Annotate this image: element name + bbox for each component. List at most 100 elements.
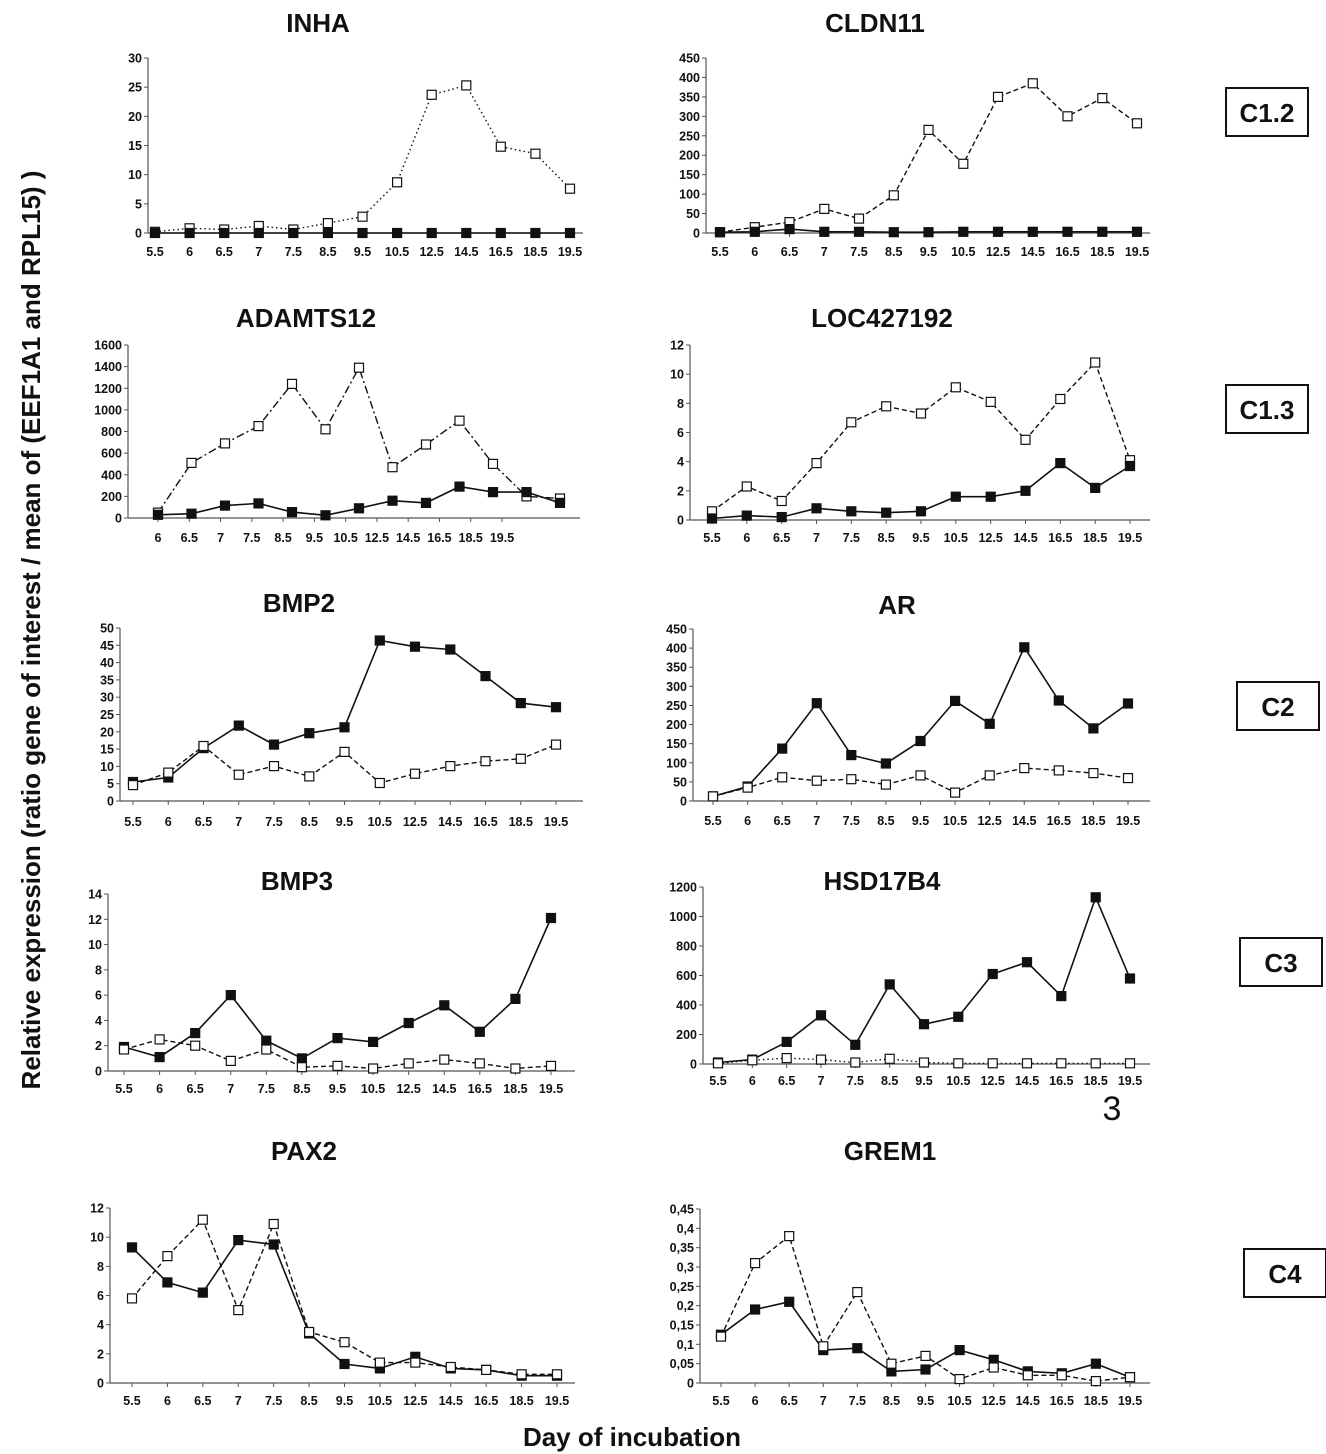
x-tick-label: 18.5 (509, 815, 533, 829)
chart-title: HSD17B4 (823, 866, 941, 896)
x-tick-label: 10.5 (368, 815, 392, 829)
group-label-box: C1.3 (1225, 384, 1309, 434)
data-point-filled (296, 1053, 307, 1064)
data-point-open (550, 739, 562, 750)
x-tick-label: 6 (743, 531, 750, 545)
group-label-text: C1.2 (1240, 98, 1295, 128)
data-point-open (515, 753, 526, 764)
x-tick-label: 19.5 (1118, 1394, 1142, 1408)
x-tick-label: 8.5 (881, 1074, 898, 1088)
x-tick-label: 16.5 (468, 1082, 492, 1096)
x-tick-label: 10.5 (368, 1394, 392, 1408)
data-point-open (374, 1357, 385, 1368)
data-point-open (1027, 78, 1038, 89)
data-point-open (988, 1362, 999, 1373)
x-tick-label: 6 (164, 1394, 171, 1408)
y-tick-label: 100 (679, 188, 700, 202)
data-point-filled (1021, 957, 1033, 968)
group-label-frame (1225, 384, 1309, 434)
chart-title: ADAMTS12 (236, 303, 376, 333)
data-point-filled (749, 226, 760, 237)
data-point-open (954, 1373, 965, 1385)
data-point-filled (184, 227, 195, 239)
data-point-open (984, 770, 995, 781)
data-point-filled (197, 1287, 208, 1298)
x-tick-label: 8.5 (885, 245, 902, 259)
data-point-filled (286, 507, 298, 518)
y-tick-label: 12 (90, 1202, 104, 1216)
data-point-open (368, 1063, 379, 1074)
data-point-filled (1053, 695, 1064, 706)
series (126, 1214, 563, 1380)
x-tick-label: 7.5 (843, 531, 860, 545)
data-point-open (268, 1218, 279, 1230)
y-tick-label: 4 (95, 1014, 102, 1028)
data-point-open (339, 746, 350, 758)
data-point-open (445, 1361, 456, 1373)
x-tick-label: 5.5 (123, 1394, 140, 1408)
data-point-filled (950, 491, 961, 502)
y-tick-label: 12 (88, 913, 102, 927)
series (715, 1230, 1136, 1387)
group-label-box: C2 (1236, 681, 1320, 731)
data-point-filled (219, 227, 230, 239)
y-tick-label: 50 (686, 207, 700, 221)
x-tick-label: 19.5 (1118, 531, 1142, 545)
data-point-filled (954, 1344, 965, 1356)
x-tick-label: 5.5 (703, 531, 720, 545)
data-point-open (1122, 772, 1134, 784)
x-tick-label: 10.5 (946, 1074, 970, 1088)
data-point-filled (984, 718, 995, 729)
y-tick-label: 30 (100, 691, 114, 705)
y-tick-label: 0 (677, 514, 684, 528)
x-tick-label: 16.5 (1047, 814, 1071, 828)
x-tick-label: 6.5 (781, 245, 798, 259)
data-point-filled (1056, 990, 1067, 1002)
data-point-open (987, 1058, 998, 1069)
x-tick-label: 14.5 (432, 1082, 456, 1096)
y-tick-label: 10 (100, 760, 114, 774)
x-tick-label: 10.5 (943, 814, 967, 828)
data-point-open (322, 218, 333, 229)
x-tick-label: 12.5 (981, 1394, 1005, 1408)
x-tick-label: 9.5 (920, 245, 937, 259)
y-tick-label: 600 (676, 969, 697, 983)
x-tick-label: 7.5 (847, 1074, 864, 1088)
x-tick-label: 8.5 (293, 1082, 310, 1096)
data-point-open (392, 177, 403, 188)
x-tick-label: 7 (818, 1074, 825, 1088)
chart-panel: HSD17B4 0 200 400 600 800 1000 1200 5.5 6 6.5 7 7.5 8… (669, 866, 1150, 1088)
x-tick-label: 7.5 (850, 245, 867, 259)
data-point-filled (186, 508, 197, 519)
y-tick-label: 50 (100, 622, 114, 636)
data-point-open (320, 424, 331, 435)
x-tick-label: 16.5 (1050, 1394, 1074, 1408)
data-point-filled (1088, 723, 1099, 734)
data-point-open (268, 760, 280, 772)
data-point-open (749, 1257, 761, 1269)
data-point-filled (1062, 226, 1073, 237)
data-point-filled (920, 1364, 931, 1375)
data-point-open (439, 1054, 450, 1065)
x-tick-label: 7 (217, 531, 224, 545)
data-point-filled (846, 749, 857, 761)
data-point-open (884, 1053, 895, 1064)
y-tick-label: 40 (100, 656, 114, 670)
data-point-filled (454, 481, 465, 492)
data-point-filled (958, 226, 969, 237)
x-tick-label: 6 (744, 814, 751, 828)
data-point-filled (392, 227, 403, 239)
x-tick-label: 18.5 (1083, 531, 1107, 545)
x-tick-label: 7.5 (265, 815, 282, 829)
y-tick-label: 6 (95, 989, 102, 1003)
x-tick-label: 7.5 (849, 1394, 866, 1408)
y-tick-label: 5 (135, 197, 142, 211)
x-tick-label: 5.5 (709, 1074, 726, 1088)
x-tick-label: 18.5 (1081, 814, 1105, 828)
data-point-open (474, 1058, 485, 1069)
data-point-filled (811, 503, 822, 514)
x-tick-label: 7.5 (285, 245, 302, 259)
data-point-open (712, 1058, 724, 1069)
data-point-open (880, 779, 892, 790)
y-tick-label: 350 (679, 90, 700, 104)
